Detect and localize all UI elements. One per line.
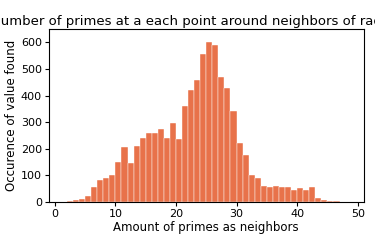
Bar	[134, 146, 140, 202]
Bar	[128, 163, 134, 202]
Bar	[116, 162, 122, 202]
Bar	[103, 178, 110, 202]
Bar	[200, 54, 206, 202]
Bar	[261, 186, 267, 202]
Y-axis label: Occurence of value found: Occurence of value found	[5, 40, 18, 191]
Bar	[91, 187, 97, 202]
Bar	[279, 187, 285, 202]
Bar	[176, 139, 182, 202]
Bar	[188, 90, 194, 202]
Bar	[321, 200, 327, 202]
Bar	[97, 181, 103, 202]
Bar	[309, 187, 315, 202]
Bar	[170, 123, 176, 202]
Bar	[206, 43, 212, 202]
Bar	[140, 138, 146, 202]
Bar	[273, 186, 279, 202]
Bar	[243, 155, 249, 202]
Bar	[237, 143, 243, 202]
Bar	[182, 106, 188, 202]
Bar	[249, 175, 255, 202]
Bar	[164, 138, 170, 202]
Bar	[224, 87, 231, 202]
Bar	[146, 133, 152, 202]
Bar	[327, 201, 333, 202]
Bar	[285, 187, 291, 202]
Bar	[110, 175, 116, 202]
Bar	[79, 199, 85, 202]
Bar	[158, 129, 164, 202]
Bar	[73, 200, 79, 202]
Bar	[291, 190, 297, 202]
Bar	[152, 133, 158, 202]
Bar	[231, 112, 237, 202]
Bar	[67, 201, 73, 202]
Bar	[315, 198, 321, 202]
Bar	[212, 45, 218, 202]
Bar	[267, 187, 273, 202]
Bar	[85, 196, 91, 202]
Bar	[297, 188, 303, 202]
Bar	[333, 201, 339, 202]
Title: Number of primes at a each point around neighbors of radius 10: Number of primes at a each point around …	[0, 15, 375, 28]
Bar	[255, 178, 261, 202]
Bar	[303, 190, 309, 202]
Bar	[218, 77, 224, 202]
Bar	[194, 80, 200, 202]
X-axis label: Amount of primes as neighbors: Amount of primes as neighbors	[113, 221, 299, 234]
Bar	[122, 147, 128, 202]
